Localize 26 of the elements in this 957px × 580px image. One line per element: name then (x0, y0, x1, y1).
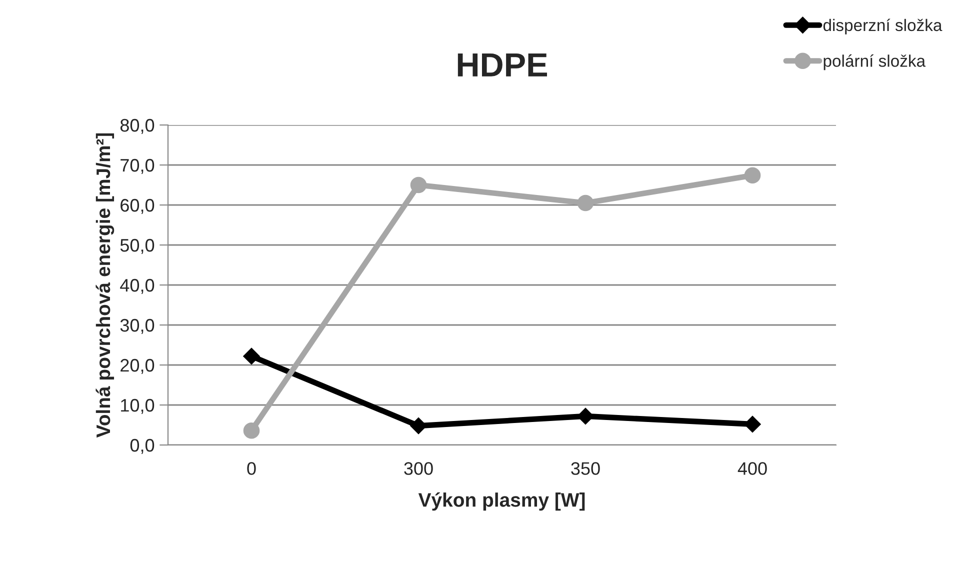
y-tick-label: 70,0 (120, 158, 154, 174)
y-tick-label: 40,0 (120, 278, 154, 294)
y-tick-label: 50,0 (120, 238, 154, 254)
x-tick-label: 0 (247, 462, 256, 475)
point (410, 176, 427, 194)
y-axis-title: Volná povrchová energie [mJ/m²] (96, 133, 114, 438)
y-tick-label: 0,0 (130, 438, 154, 454)
chart-title: HDPE (458, 53, 548, 76)
point (577, 408, 594, 425)
point (410, 417, 427, 434)
legend-label: polární složka (824, 54, 926, 70)
y-tick-label: 30,0 (120, 318, 154, 334)
y-tick-label: 20,0 (120, 358, 154, 374)
y-tick-label: 80,0 (120, 118, 154, 134)
point (744, 167, 761, 184)
x-axis-title: Výkon plasmy [W] (418, 492, 585, 511)
y-tick-label: 60,0 (120, 198, 154, 214)
point (744, 416, 761, 433)
x-tick-label: 300 (404, 462, 433, 475)
point (577, 194, 594, 212)
x-tick-label: 400 (738, 462, 767, 475)
point (243, 348, 260, 365)
y-tick-label: 10,0 (121, 398, 154, 414)
point (243, 422, 260, 439)
legend-label: disperzní složka (823, 18, 942, 34)
x-tick-label: 350 (571, 462, 600, 475)
